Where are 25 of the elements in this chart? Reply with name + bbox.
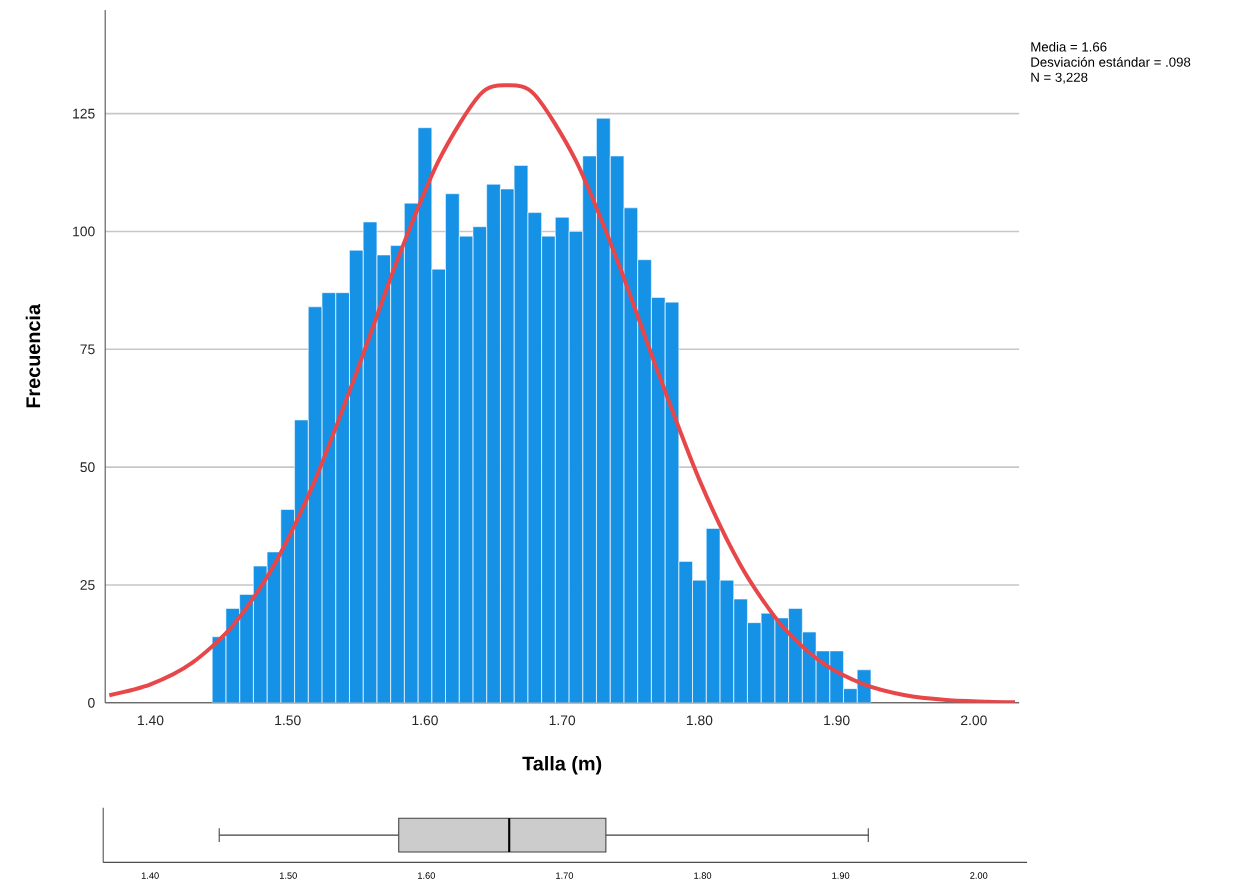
y-tick-label: 50	[80, 462, 95, 472]
y-tick-label: 100	[73, 226, 95, 237]
y-axis-title: Frecuencia	[25, 303, 41, 408]
y-tick-label: 75	[80, 344, 95, 355]
x-tick-label: 1.80	[686, 715, 713, 726]
y-tick-label: 25	[80, 579, 95, 590]
x-tick-label: 1.90	[832, 872, 850, 879]
x-tick-label: 1.40	[141, 872, 159, 879]
x-tick-label: 1.70	[549, 715, 576, 726]
x-tick-label: 1.50	[279, 872, 297, 879]
x-axis-title: Talla (m)	[522, 755, 602, 775]
x-tick-label: 1.50	[275, 715, 301, 726]
x-tick-label: 1.90	[824, 715, 850, 726]
x-tick-label: 1.40	[138, 715, 164, 726]
x-tick-label: 1.60	[412, 715, 438, 726]
text: Desviación estándar = .098	[1031, 56, 1191, 67]
text: N = 3,228	[1031, 72, 1088, 84]
text: Media = 1.66	[1031, 41, 1107, 52]
y-tick-label: 125	[73, 108, 95, 119]
x-tick-label: 1.70	[556, 872, 574, 879]
x-tick-label: 1.80	[694, 872, 712, 879]
x-tick-label: 2.00	[970, 872, 988, 879]
x-tick-label: 1.60	[418, 872, 435, 879]
x-tick-label: 2.00	[961, 715, 987, 726]
y-tick-label: 0	[88, 697, 95, 708]
